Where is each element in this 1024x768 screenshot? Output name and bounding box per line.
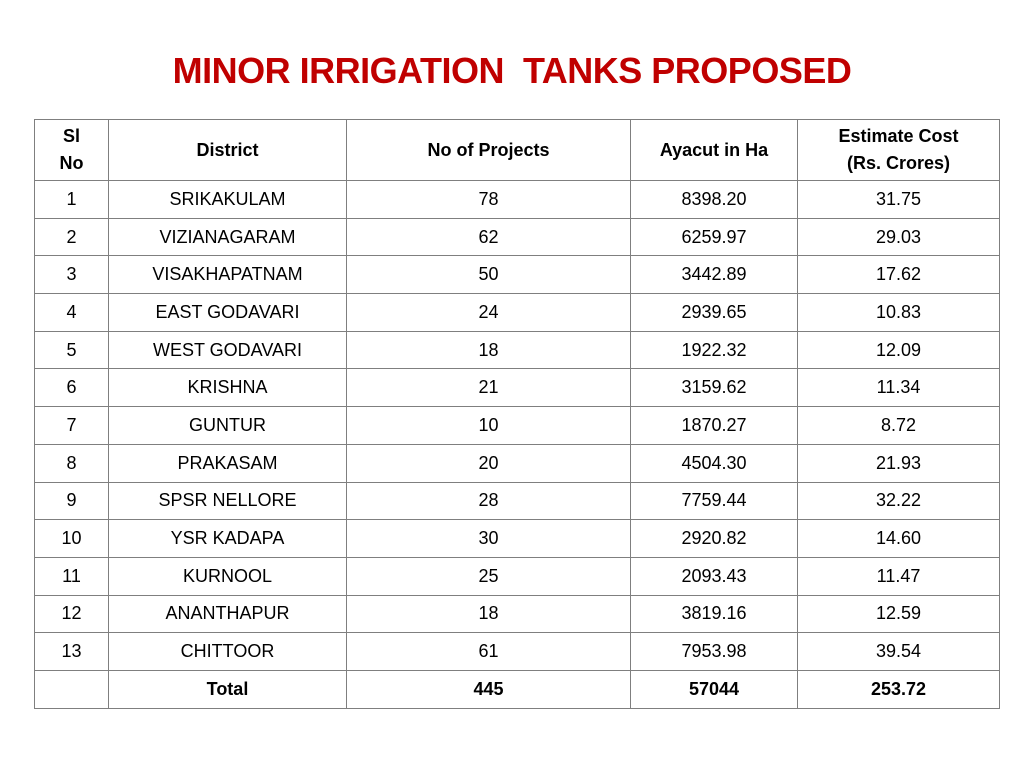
table-cell: 28 <box>346 481 631 521</box>
table-cell: 3819.16 <box>630 594 798 634</box>
table-cell: 7759.44 <box>630 481 798 521</box>
total-cell: Total <box>108 669 347 709</box>
table-cell: 11.47 <box>797 556 1000 596</box>
table-cell <box>34 669 109 709</box>
table-cell: 14.60 <box>797 519 1000 558</box>
table-row: 9 SPSR NELLORE 28 7759.44 32.22 <box>34 481 1000 521</box>
table-row: 7 GUNTUR 10 1870.27 8.72 <box>34 406 1000 445</box>
table-cell: YSR KADAPA <box>108 519 347 558</box>
total-cell: 57044 <box>630 669 798 709</box>
table-cell: 50 <box>346 255 631 295</box>
table-cell: VISAKHAPATNAM <box>108 255 347 295</box>
table-cell: 25 <box>346 556 631 596</box>
table-cell: 21 <box>346 368 631 408</box>
table-cell: 1922.32 <box>630 330 798 370</box>
table-cell: 3159.62 <box>630 368 798 408</box>
table-row: 13 CHITTOOR 61 7953.98 39.54 <box>34 632 1000 671</box>
header-cell: District <box>108 119 347 181</box>
table-row: 10 YSR KADAPA 30 2920.82 14.60 <box>34 519 1000 558</box>
table-cell: 32.22 <box>797 481 1000 521</box>
table-cell: KRISHNA <box>108 368 347 408</box>
table-cell: SRIKAKULAM <box>108 180 347 219</box>
table-cell: GUNTUR <box>108 406 347 445</box>
table-cell: 29.03 <box>797 217 1000 257</box>
table-cell: PRAKASAM <box>108 443 347 483</box>
table-cell: 12.59 <box>797 594 1000 634</box>
table-cell: EAST GODAVARI <box>108 293 347 332</box>
header-cell: Sl No <box>34 119 109 181</box>
table-cell: 8 <box>34 443 109 483</box>
table-cell: 3442.89 <box>630 255 798 295</box>
table-cell: 61 <box>346 632 631 671</box>
table-row: 6 KRISHNA 21 3159.62 11.34 <box>34 368 1000 408</box>
table-cell: 1 <box>34 180 109 219</box>
header-cell: Estimate Cost (Rs. Crores) <box>797 119 1000 181</box>
table-row: 5 WEST GODAVARI 18 1922.32 12.09 <box>34 330 1000 370</box>
table-cell: 10 <box>346 406 631 445</box>
table-row: 2 VIZIANAGARAM 62 6259.97 29.03 <box>34 217 1000 257</box>
total-row: Total 445 57044 253.72 <box>34 669 1000 709</box>
table-cell: 10 <box>34 519 109 558</box>
table-cell: 21.93 <box>797 443 1000 483</box>
table-cell: 12 <box>34 594 109 634</box>
total-cell: 445 <box>346 669 631 709</box>
data-table: Sl No District No of Projects Ayacut in Ha E… <box>34 119 1000 709</box>
table-cell: 13 <box>34 632 109 671</box>
title: MINOR IRRIGATION TANKS PROPOSED <box>172 50 852 91</box>
total-cell: 253.72 <box>797 669 1000 709</box>
table-cell: 2920.82 <box>630 519 798 558</box>
table-cell: 4 <box>34 293 109 332</box>
table-cell: 2093.43 <box>630 556 798 596</box>
table-cell: 78 <box>346 180 631 219</box>
table-cell: 31.75 <box>797 180 1000 219</box>
table-cell: 4504.30 <box>630 443 798 483</box>
table-cell: 11.34 <box>797 368 1000 408</box>
table-cell: 5 <box>34 330 109 370</box>
table-cell: 7 <box>34 406 109 445</box>
header-cell: Ayacut in Ha <box>630 119 798 181</box>
header-row: Sl No District No of Projects Ayacut in Ha E… <box>34 119 1000 181</box>
table-cell: CHITTOOR <box>108 632 347 671</box>
table-row: 11 KURNOOL 25 2093.43 11.47 <box>34 556 1000 596</box>
table-cell: SPSR NELLORE <box>108 481 347 521</box>
table-cell: ANANTHAPUR <box>108 594 347 634</box>
table-cell: 7953.98 <box>630 632 798 671</box>
table-cell: 2 <box>34 217 109 257</box>
table-cell: 18 <box>346 594 631 634</box>
table-cell: 18 <box>346 330 631 370</box>
table-cell: 12.09 <box>797 330 1000 370</box>
table-cell: 24 <box>346 293 631 332</box>
header-cell: No of Projects <box>346 119 631 181</box>
table-body: 1 SRIKAKULAM 78 8398.20 31.75 2 VIZIANAGARAM 62… <box>34 180 1000 709</box>
table-cell: 20 <box>346 443 631 483</box>
table-cell: 9 <box>34 481 109 521</box>
table-cell: 39.54 <box>797 632 1000 671</box>
table-cell: 30 <box>346 519 631 558</box>
table-cell: 2939.65 <box>630 293 798 332</box>
table-row: 12 ANANTHAPUR 18 3819.16 12.59 <box>34 594 1000 634</box>
table-cell: 17.62 <box>797 255 1000 295</box>
table-cell: WEST GODAVARI <box>108 330 347 370</box>
table-row: 1 SRIKAKULAM 78 8398.20 31.75 <box>34 180 1000 219</box>
table-cell: 8.72 <box>797 406 1000 445</box>
table-cell: KURNOOL <box>108 556 347 596</box>
table-cell: 1870.27 <box>630 406 798 445</box>
table-cell: 10.83 <box>797 293 1000 332</box>
table-cell: 6259.97 <box>630 217 798 257</box>
table-cell: 6 <box>34 368 109 408</box>
table-cell: 3 <box>34 255 109 295</box>
table-row: 3 VISAKHAPATNAM 50 3442.89 17.62 <box>34 255 1000 295</box>
table-row: 8 PRAKASAM 20 4504.30 21.93 <box>34 443 1000 483</box>
table-cell: 11 <box>34 556 109 596</box>
table-cell: 62 <box>346 217 631 257</box>
table-row: 4 EAST GODAVARI 24 2939.65 10.83 <box>34 293 1000 332</box>
table-cell: 8398.20 <box>630 180 798 219</box>
table-cell: VIZIANAGARAM <box>108 217 347 257</box>
